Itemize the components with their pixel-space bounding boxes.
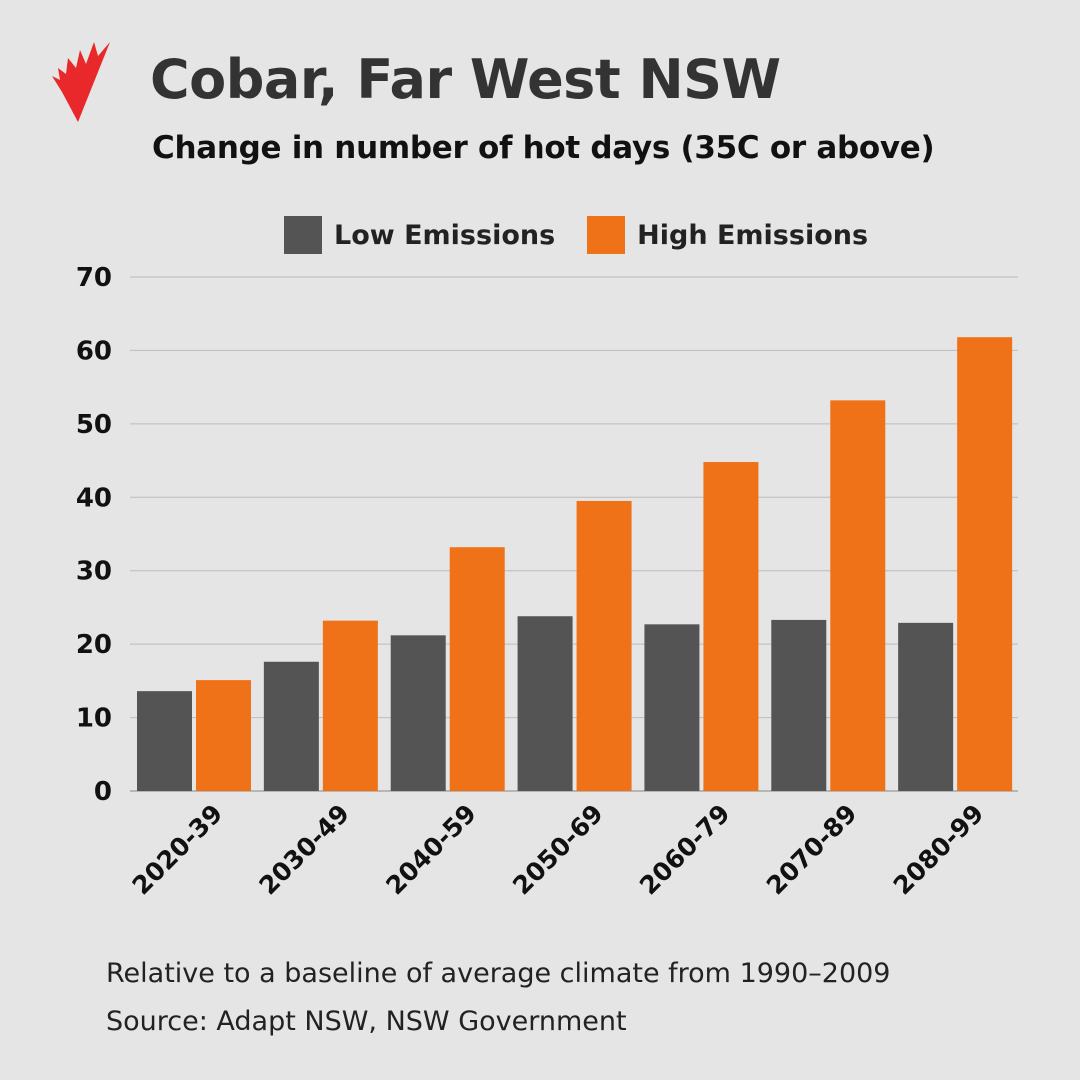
legend-item-high: High Emissions xyxy=(587,216,868,254)
bar-low-2050-69 xyxy=(517,616,573,791)
x-tick-label: 2020-39 xyxy=(127,799,229,901)
bar-high-2060-79 xyxy=(703,462,759,791)
x-tick-label: 2050-69 xyxy=(507,799,609,901)
y-tick-label: 50 xyxy=(76,410,112,440)
y-tick-label: 70 xyxy=(76,263,112,293)
y-tick-label: 60 xyxy=(76,336,112,366)
legend-label-high: High Emissions xyxy=(637,219,869,251)
legend: Low Emissions High Emissions xyxy=(284,216,900,254)
y-tick-label: 0 xyxy=(94,777,112,807)
bar-high-2040-59 xyxy=(449,547,505,791)
x-tick-label: 2080-99 xyxy=(888,799,990,901)
x-tick-label: 2060-79 xyxy=(634,799,736,901)
bar-high-2020-39 xyxy=(196,680,251,791)
bar-low-2030-49 xyxy=(263,661,319,791)
chart-subtitle: Change in number of hot days (35C or abo… xyxy=(152,130,935,166)
legend-swatch-high xyxy=(587,216,626,254)
legend-swatch-low xyxy=(284,216,322,254)
source-note: Source: Adapt NSW, NSW Government xyxy=(106,1006,627,1037)
bar-low-2080-99 xyxy=(898,622,954,791)
bar-low-2060-79 xyxy=(644,624,700,791)
bar-high-2070-89 xyxy=(830,400,886,791)
y-tick-label: 30 xyxy=(76,557,112,587)
sbs-logo-icon xyxy=(52,42,110,122)
y-tick-label: 40 xyxy=(76,483,112,513)
bar-low-2070-89 xyxy=(771,619,827,791)
x-tick-label: 2040-59 xyxy=(380,799,482,901)
bar-high-2050-69 xyxy=(576,500,632,791)
bar-high-2030-49 xyxy=(322,620,378,791)
bar-high-2080-99 xyxy=(957,337,1013,791)
legend-label-low: Low Emissions xyxy=(334,219,556,251)
y-tick-label: 10 xyxy=(76,704,112,734)
x-tick-label: 2030-49 xyxy=(253,799,355,901)
chart-title: Cobar, Far West NSW xyxy=(150,48,781,111)
x-tick-label: 2070-89 xyxy=(761,799,863,901)
bar-low-2020-39 xyxy=(137,691,192,791)
bar-low-2040-59 xyxy=(390,635,446,791)
legend-item-low: Low Emissions xyxy=(284,216,555,254)
y-tick-label: 20 xyxy=(76,630,112,660)
baseline-note: Relative to a baseline of average climat… xyxy=(106,958,891,989)
